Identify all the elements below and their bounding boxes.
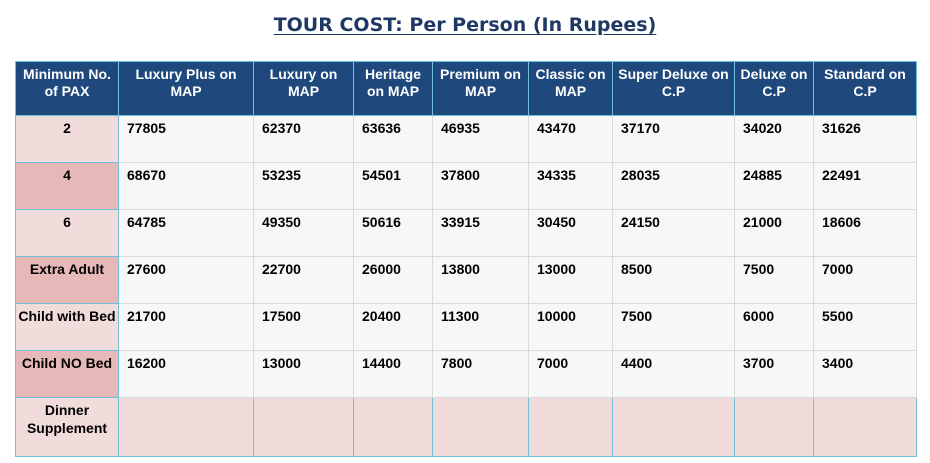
price-cell: 7000 <box>528 350 613 398</box>
header-cell: Minimum No. of PAX <box>15 61 119 116</box>
header-cell: Classic on MAP <box>528 61 613 116</box>
price-cell: 3700 <box>734 350 814 398</box>
price-cell: 64785 <box>118 209 254 257</box>
price-cell: 34020 <box>734 115 814 163</box>
price-cell: 20400 <box>353 303 433 351</box>
price-cell: 18606 <box>813 209 917 257</box>
row-label: Child NO Bed <box>15 350 119 398</box>
header-cell: Luxury Plus on MAP <box>118 61 254 116</box>
price-cell <box>118 397 254 457</box>
header-row: Minimum No. of PAX Luxury Plus on MAP Lu… <box>15 61 917 116</box>
table-row: 6 64785 49350 50616 33915 30450 24150 21000 1860… <box>15 209 917 257</box>
table-row: 4 68670 53235 54501 37800 34335 28035 24885 2249… <box>15 162 917 210</box>
price-cell: 7000 <box>813 256 917 304</box>
price-cell: 63636 <box>353 115 433 163</box>
price-cell: 13000 <box>528 256 613 304</box>
header-cell: Standard on C.P <box>813 61 917 116</box>
price-cell: 24885 <box>734 162 814 210</box>
price-cell <box>528 397 613 457</box>
header-cell: Premium on MAP <box>432 61 529 116</box>
price-cell: 49350 <box>253 209 354 257</box>
price-cell: 24150 <box>612 209 735 257</box>
price-cell: 68670 <box>118 162 254 210</box>
price-cell: 30450 <box>528 209 613 257</box>
header-cell: Heritage on MAP <box>353 61 433 116</box>
price-cell: 53235 <box>253 162 354 210</box>
price-cell <box>432 397 529 457</box>
table-row: Dinner Supplement <box>15 397 917 457</box>
price-cell: 54501 <box>353 162 433 210</box>
price-cell: 26000 <box>353 256 433 304</box>
price-cell: 4400 <box>612 350 735 398</box>
price-cell: 21700 <box>118 303 254 351</box>
price-cell: 16200 <box>118 350 254 398</box>
price-cell: 50616 <box>353 209 433 257</box>
row-label: 2 <box>15 115 119 163</box>
table-row: Child NO Bed 16200 13000 14400 7800 7000 4400 3… <box>15 350 917 398</box>
price-cell: 22491 <box>813 162 917 210</box>
table-row: 2 77805 62370 63636 46935 43470 37170 34020 3162… <box>15 115 917 163</box>
price-cell: 28035 <box>612 162 735 210</box>
price-cell: 13800 <box>432 256 529 304</box>
table-row: Extra Adult 27600 22700 26000 13800 13000 8500… <box>15 256 917 304</box>
price-cell: 27600 <box>118 256 254 304</box>
price-cell: 5500 <box>813 303 917 351</box>
header-cell: Luxury on MAP <box>253 61 354 116</box>
price-cell: 31626 <box>813 115 917 163</box>
title-text: TOUR COST: Per Person (In Rupees) <box>273 14 657 36</box>
price-cell: 3400 <box>813 350 917 398</box>
price-cell: 7500 <box>612 303 735 351</box>
price-cell <box>353 397 433 457</box>
table-row: Child with Bed 21700 17500 20400 11300 10000 7… <box>15 303 917 351</box>
row-label: 4 <box>15 162 119 210</box>
price-cell <box>253 397 354 457</box>
price-cell <box>734 397 814 457</box>
price-cell: 8500 <box>612 256 735 304</box>
price-cell: 62370 <box>253 115 354 163</box>
price-cell: 21000 <box>734 209 814 257</box>
price-cell: 46935 <box>432 115 529 163</box>
price-cell: 14400 <box>353 350 433 398</box>
price-cell: 7500 <box>734 256 814 304</box>
header-cell: Deluxe on C.P <box>734 61 814 116</box>
row-label: Dinner Supplement <box>15 397 119 457</box>
header-cell: Super Deluxe on C.P <box>612 61 735 116</box>
price-cell: 33915 <box>432 209 529 257</box>
row-label: Child with Bed <box>15 303 119 351</box>
row-label: Extra Adult <box>15 256 119 304</box>
price-cell: 11300 <box>432 303 529 351</box>
price-cell: 37800 <box>432 162 529 210</box>
price-cell: 77805 <box>118 115 254 163</box>
price-cell <box>813 397 917 457</box>
page-title: TOUR COST: Per Person (In Rupees) <box>0 14 930 36</box>
price-cell: 6000 <box>734 303 814 351</box>
price-cell: 37170 <box>612 115 735 163</box>
price-cell: 7800 <box>432 350 529 398</box>
price-cell: 34335 <box>528 162 613 210</box>
price-cell: 10000 <box>528 303 613 351</box>
price-cell: 17500 <box>253 303 354 351</box>
price-cell: 43470 <box>528 115 613 163</box>
tour-cost-table: Minimum No. of PAX Luxury Plus on MAP Lu… <box>15 61 917 457</box>
price-cell: 22700 <box>253 256 354 304</box>
price-cell: 13000 <box>253 350 354 398</box>
price-cell <box>612 397 735 457</box>
row-label: 6 <box>15 209 119 257</box>
